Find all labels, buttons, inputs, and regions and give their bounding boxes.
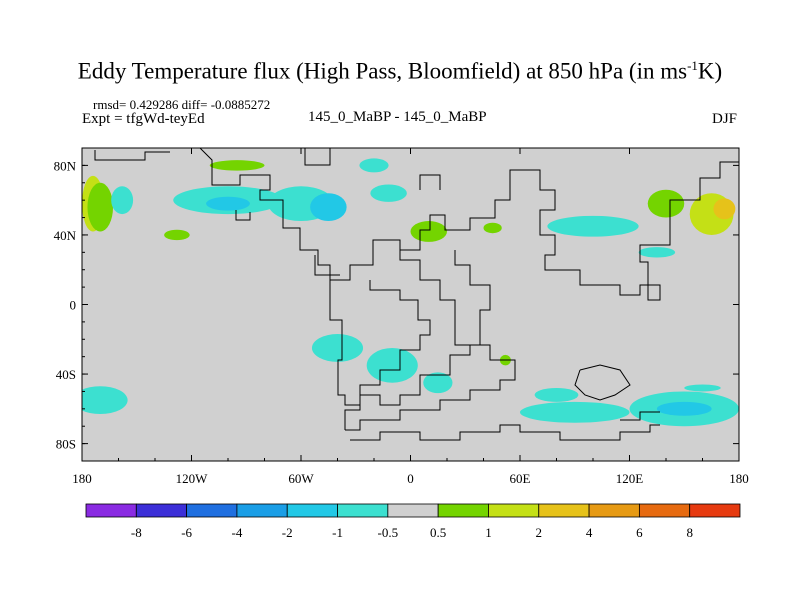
y-tick-label: 80N xyxy=(54,158,77,173)
field-region-8 xyxy=(209,160,265,171)
coastline xyxy=(304,148,331,166)
colorbar-swatch xyxy=(286,503,338,518)
y-tick-label: 0 xyxy=(70,298,77,313)
field-region-27 xyxy=(684,384,721,392)
colorbar-swatch xyxy=(488,503,540,518)
colorbar-swatch xyxy=(135,503,188,518)
chart-title: Eddy Temperature flux (High Pass, Bloomf… xyxy=(0,58,800,85)
y-tick-label: 40S xyxy=(56,367,76,382)
field-region-2 xyxy=(111,186,134,215)
field-region-11 xyxy=(483,222,502,234)
y-tick-label: 40N xyxy=(54,228,77,243)
x-tick-label: 180 xyxy=(729,471,749,486)
coastline xyxy=(620,411,660,421)
colorbar-label: -0.5 xyxy=(378,525,399,540)
field-region-10 xyxy=(410,221,447,242)
x-tick-label: 0 xyxy=(407,471,414,486)
x-axis: 180 120W 60W 0 60E 120E 180 xyxy=(72,148,749,486)
colorbar-swatch xyxy=(186,503,238,518)
expt-text: Expt = tfgWd-teyEd xyxy=(82,111,205,127)
colorbar-label: 2 xyxy=(536,525,543,540)
x-tick-label: 120E xyxy=(616,471,644,486)
field-region-23 xyxy=(520,401,630,423)
colorbar-swatch xyxy=(689,503,741,518)
field-region-13 xyxy=(647,189,685,218)
colorbar-swatch xyxy=(538,503,590,518)
colorbar-label: -1 xyxy=(332,525,343,540)
field-region-26 xyxy=(82,386,128,415)
colorbar-swatch xyxy=(638,503,691,518)
coastline xyxy=(235,210,251,221)
colorbar-swatch xyxy=(387,503,439,518)
field-region-19 xyxy=(366,347,418,383)
colorbar-label: 4 xyxy=(586,525,593,540)
field-region-22 xyxy=(534,387,579,402)
field-region-5 xyxy=(206,196,250,211)
field-region-17 xyxy=(359,158,389,173)
field-region-12 xyxy=(547,215,639,237)
colorbar-label: -6 xyxy=(181,525,192,540)
colorbar-swatch xyxy=(437,503,489,518)
field-region-1 xyxy=(87,182,114,232)
field-region-15 xyxy=(713,198,736,220)
field-region-3 xyxy=(164,229,190,241)
stats-text: rmsd= 0.429286 diff= -0.0885272 xyxy=(93,97,271,112)
coastline xyxy=(94,150,170,161)
x-tick-label: 60E xyxy=(510,471,531,486)
colorbar-swatch xyxy=(588,503,640,518)
field-region-7 xyxy=(310,193,347,222)
x-tick-label: 120W xyxy=(176,471,209,486)
field-regions xyxy=(82,158,739,427)
title-superscript: -1 xyxy=(687,58,698,73)
difference-label: 145_0_MaBP - 145_0_MaBP xyxy=(308,109,487,125)
field-region-16 xyxy=(638,247,676,258)
y-tick-label: 80S xyxy=(56,437,76,452)
field-region-18 xyxy=(311,334,364,362)
colorbar: -8 -6 -4 -2 -1 -0.5 0.5 1 2 4 6 8 xyxy=(85,503,741,540)
season-label: DJF xyxy=(712,111,738,127)
title-end: K) xyxy=(697,58,723,84)
field-region-25 xyxy=(656,401,712,416)
colorbar-label: 1 xyxy=(485,525,492,540)
coastline xyxy=(350,424,660,441)
colorbar-label: -8 xyxy=(131,525,142,540)
colorbar-label: -2 xyxy=(282,525,293,540)
x-tick-label: 60W xyxy=(288,471,314,486)
coastline xyxy=(329,280,431,406)
colorbar-label: 0.5 xyxy=(430,525,446,540)
field-region-9 xyxy=(370,184,407,202)
coastline xyxy=(314,255,340,276)
colorbar-label: -4 xyxy=(232,525,243,540)
title-main: Eddy Temperature flux (High Pass, Bloomf… xyxy=(77,58,688,84)
y-axis: 80N 40N 0 40S 80S xyxy=(54,158,739,452)
coastline xyxy=(82,148,739,301)
field-region-20 xyxy=(423,372,453,394)
coastlines xyxy=(82,148,739,441)
colorbar-swatch xyxy=(337,503,389,518)
colorbar-swatch xyxy=(236,503,288,518)
colorbar-swatch xyxy=(85,503,137,518)
colorbar-label: 8 xyxy=(686,525,693,540)
x-tick-label: 180 xyxy=(72,471,92,486)
coastline xyxy=(419,174,441,190)
colorbar-label: 6 xyxy=(636,525,643,540)
coastline xyxy=(574,364,631,401)
coastline xyxy=(344,344,516,431)
coastline xyxy=(399,250,491,346)
